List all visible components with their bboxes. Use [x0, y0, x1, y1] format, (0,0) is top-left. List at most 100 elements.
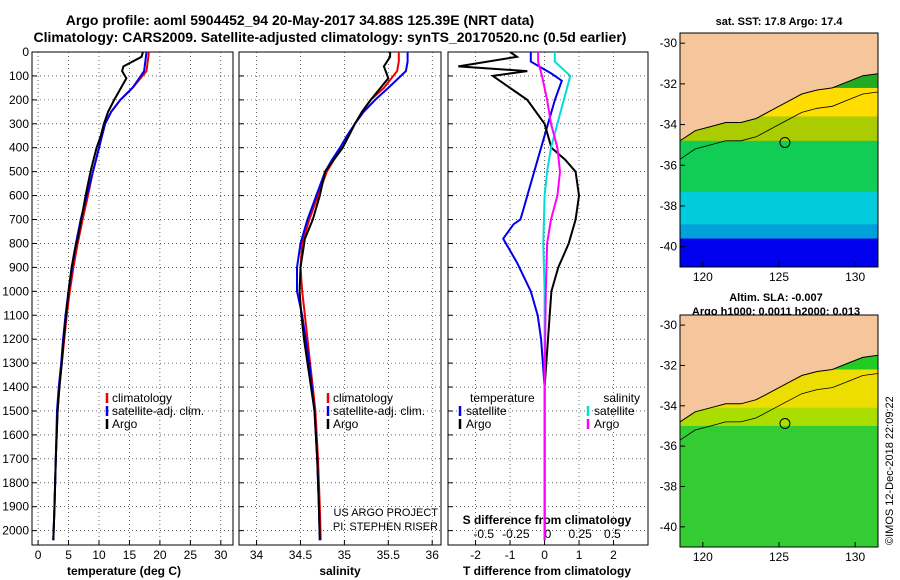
x-tick-label: 34.5 [289, 548, 313, 562]
x2-tick-label: -0.5 [473, 527, 494, 541]
map-y-tick-label: -36 [660, 439, 678, 453]
map-x-tick-label: 130 [845, 550, 865, 564]
series-line-t-argo [458, 52, 581, 541]
coastline [680, 354, 878, 423]
map-y-tick-label: -30 [660, 318, 678, 332]
y-tick-label: 800 [9, 236, 29, 250]
legend-label: climatology [112, 391, 172, 405]
sst-map-panel: sat. SST: 17.8 Argo: 17.4 120 125 130 -30 -3… [660, 16, 879, 284]
map-y-tick-label: -40 [660, 520, 678, 534]
map-y-tick-label: -38 [660, 199, 678, 213]
y-tick-label: 1300 [2, 356, 29, 370]
sla-map-panel: Altim. SLA: -0.007 Argo h1000: 0.0011 h2… [660, 292, 879, 564]
x-tick-label: 35 [338, 548, 352, 562]
sst-map-title: sat. SST: 17.8 Argo: 17.4 [716, 16, 844, 28]
figure-title-line2: Climatology: CARS2009. Satellite-adjuste… [34, 29, 627, 45]
map-x-tick-label: 125 [769, 550, 789, 564]
y-tick-label: 1200 [2, 332, 29, 346]
legend-label: satellite-adj. clim. [333, 404, 425, 418]
argo-position-marker [779, 418, 791, 430]
y-tick-label: 200 [9, 93, 29, 107]
legend-label: Argo [112, 417, 138, 431]
y-tick-label: 1700 [2, 452, 29, 466]
x-tick-label: 36 [426, 548, 440, 562]
x-tick-label: -1 [505, 548, 516, 562]
salinity-plot-frame [238, 51, 442, 546]
y-tick-label: 2000 [2, 524, 29, 538]
legend-label: satellite [466, 404, 507, 418]
legend-label: Argo [333, 417, 359, 431]
x-tick-label: 25 [184, 548, 198, 562]
temperature-panel: temperature (deg C) 0 5 10 15 20 25 3001002003… [2, 45, 234, 578]
y-tick-label: 900 [9, 260, 29, 274]
y-tick-label: 600 [9, 189, 29, 203]
series-group [52, 52, 150, 541]
x-tick-label: 0 [541, 548, 548, 562]
salinity-panel: salinity US ARGO PROJECT PI: STEPHEN RIS… [238, 51, 442, 578]
t-difference-axis-label: T difference from climatology [463, 564, 631, 578]
land-overlay [680, 315, 878, 422]
s-difference-axis-label: S difference from climatology [463, 513, 632, 527]
data-band [680, 140, 878, 198]
temperature-plot-frame [31, 51, 234, 546]
difference-panel: T difference from climatology S differen… [447, 51, 649, 578]
series-group [458, 52, 581, 541]
x-tick-label: 35.5 [377, 548, 401, 562]
map-x-tick-label: 130 [845, 270, 865, 284]
imos-timestamp: ©IMOS 12-Dec-2018 22:09:22 [884, 396, 896, 545]
map-y-tick-label: -32 [660, 358, 678, 372]
x2-tick-label: 0 [545, 527, 552, 541]
argo-position-marker [779, 136, 791, 148]
y-tick-label: 1400 [2, 380, 29, 394]
y-tick-label: 1000 [2, 284, 29, 298]
temperature-axis-label: temperature (deg C) [67, 564, 181, 578]
pi-credit: PI: STEPHEN RISER [333, 521, 438, 533]
series-line-argo [298, 52, 392, 541]
map-y-tick-label: -36 [660, 158, 678, 172]
y-tick-label: 100 [9, 69, 29, 83]
y-tick-label: 1800 [2, 476, 29, 490]
map-y-tick-label: -34 [660, 118, 678, 132]
x2-tick-label: -0.25 [502, 527, 530, 541]
map-y-tick-label: -32 [660, 77, 678, 91]
map-y-tick-label: -30 [660, 36, 678, 50]
legend-title-salinity: salinity [603, 391, 640, 405]
ocean-group [680, 315, 878, 547]
figure-title-line1: Argo profile: aoml 5904452_94 20-May-201… [66, 12, 534, 28]
data-band [680, 224, 878, 243]
series-group [296, 52, 409, 541]
x-tick-label: 2 [610, 548, 617, 562]
x-tick-label: 1 [576, 548, 583, 562]
legend-label: Argo [466, 417, 492, 431]
project-credit: US ARGO PROJECT [333, 507, 438, 519]
y-tick-label: 500 [9, 165, 29, 179]
map-x-tick-label: 120 [693, 270, 713, 284]
x-tick-label: 0 [35, 548, 42, 562]
legend-label: Argo [594, 417, 620, 431]
legend-title-temperature: temperature [470, 391, 535, 405]
y-tick-label: 1900 [2, 500, 29, 514]
x2-tick-label: 0.25 [568, 527, 592, 541]
x-tick-label: 15 [123, 548, 137, 562]
data-band [680, 191, 878, 231]
map-y-tick-label: -34 [660, 399, 678, 413]
x-tick-label: 5 [65, 548, 72, 562]
y-tick-label: 1600 [2, 428, 29, 442]
coastline [680, 73, 878, 142]
legend-label: satellite [594, 404, 635, 418]
salinity-axis-label: salinity [319, 564, 361, 578]
map-y-tick-label: -38 [660, 479, 678, 493]
sla-map-title: Altim. SLA: -0.007 [729, 292, 823, 304]
x-tick-label: 30 [214, 548, 228, 562]
y-tick-label: 700 [9, 213, 29, 227]
map-x-tick-label: 125 [769, 270, 789, 284]
series-line-argo [52, 52, 144, 541]
map-x-tick-label: 120 [693, 550, 713, 564]
y-tick-label: 300 [9, 117, 29, 131]
x-tick-label: -2 [470, 548, 481, 562]
x-tick-label: 20 [153, 548, 167, 562]
data-band [680, 425, 878, 547]
depth-contour [680, 91, 878, 160]
x2-tick-label: 0.5 [604, 527, 621, 541]
